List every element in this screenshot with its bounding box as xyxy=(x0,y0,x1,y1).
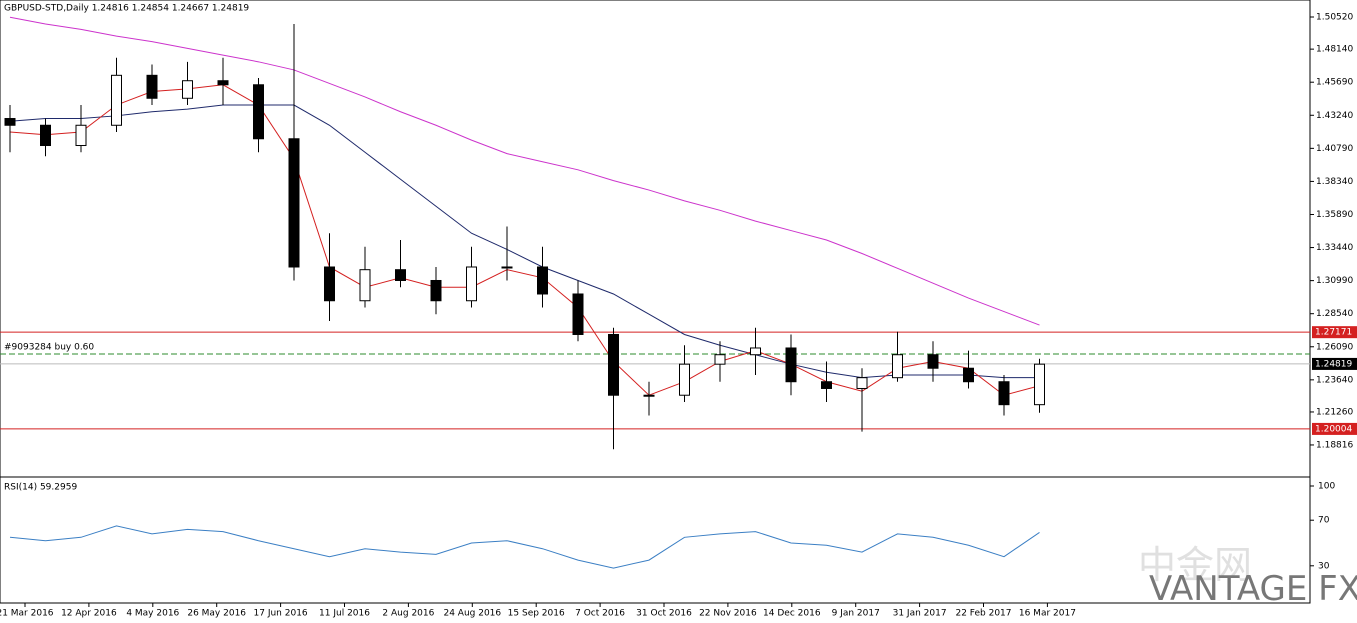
x-tick-label: 14 Dec 2016 xyxy=(763,609,821,619)
rsi-line xyxy=(9,525,1040,569)
x-tick-label: 21 Mar 2016 xyxy=(0,609,54,619)
order-label: #9093284 buy 0.60 xyxy=(4,343,94,353)
y-tick-label: 1.23640 xyxy=(1316,375,1353,385)
x-tick-label: 12 Apr 2016 xyxy=(61,609,117,619)
moving-average xyxy=(9,104,1040,379)
y-tick-label: 1.48140 xyxy=(1316,45,1353,55)
candle-body xyxy=(1034,363,1045,406)
price-tag xyxy=(1312,326,1357,339)
y-tick-label: 1.30990 xyxy=(1316,276,1353,286)
y-tick-label: 1.40790 xyxy=(1316,144,1353,154)
price-tag-label: 1.24819 xyxy=(1315,359,1352,369)
y-tick-label: 100 xyxy=(1318,482,1335,492)
y-tick-label: 30 xyxy=(1318,561,1330,571)
candle-body xyxy=(430,279,442,302)
watermark: 中金网 xyxy=(1138,543,1252,587)
candle-body xyxy=(253,84,264,140)
price-tag xyxy=(1312,357,1357,370)
candle-body xyxy=(608,333,619,396)
candle-body xyxy=(714,354,726,365)
x-tick-label: 4 May 2016 xyxy=(126,609,179,619)
candle-body xyxy=(466,266,477,302)
candle-body xyxy=(643,394,655,397)
x-tick-label: 2 Aug 2016 xyxy=(382,609,434,619)
x-tick-label: 15 Sep 2016 xyxy=(508,609,565,619)
y-tick-label: 1.50520 xyxy=(1316,13,1353,23)
x-tick-label: 17 Jun 2016 xyxy=(254,609,308,619)
candle-body xyxy=(572,293,584,335)
candle-body xyxy=(217,80,229,86)
rsi-title: RSI(14) 59.2959 xyxy=(4,483,77,493)
price-tag xyxy=(1312,422,1357,435)
x-tick-label: 9 Jan 2017 xyxy=(832,609,880,619)
x-tick-label: 31 Jan 2017 xyxy=(893,609,947,619)
candle-body xyxy=(537,266,548,295)
x-tick-label: 22 Feb 2017 xyxy=(955,609,1011,619)
price-tag-label: 1.20004 xyxy=(1315,424,1352,434)
x-tick-label: 31 Oct 2016 xyxy=(636,609,692,619)
y-tick-label: 1.18816 xyxy=(1316,440,1353,450)
candle-body xyxy=(4,118,16,126)
candle-body xyxy=(821,381,832,389)
candle-body xyxy=(111,74,122,126)
candle-body xyxy=(679,363,690,396)
candle-body xyxy=(927,354,939,369)
x-tick-label: 22 Nov 2016 xyxy=(699,609,757,619)
y-tick-label: 1.21260 xyxy=(1316,407,1353,417)
price-tag-label: 1.27171 xyxy=(1315,328,1352,338)
x-tick-label: 26 May 2016 xyxy=(187,609,246,619)
y-tick-label: 1.43240 xyxy=(1316,111,1353,121)
candle-body xyxy=(750,347,761,356)
y-tick-label: 1.38340 xyxy=(1316,177,1353,187)
candle-body xyxy=(75,124,87,147)
candle-body xyxy=(359,269,371,302)
candle-body xyxy=(288,138,300,268)
moving-average xyxy=(9,16,1040,326)
candle-body xyxy=(182,80,193,99)
moving-average xyxy=(9,84,1040,396)
y-tick-label: 1.28540 xyxy=(1316,309,1353,319)
watermark: VANTAGE FX xyxy=(1149,569,1357,609)
candle-body xyxy=(785,347,797,383)
x-tick-label: 16 Mar 2017 xyxy=(1019,609,1076,619)
candle-body xyxy=(963,367,974,383)
x-tick-label: 24 Aug 2016 xyxy=(443,609,501,619)
x-tick-label: 7 Oct 2016 xyxy=(575,609,625,619)
y-tick-label: 70 xyxy=(1318,516,1330,526)
candle-body xyxy=(892,354,903,379)
y-tick-label: 1.33440 xyxy=(1316,243,1353,253)
x-tick-label: 11 Jul 2016 xyxy=(319,609,370,619)
candle-body xyxy=(998,381,1010,406)
candle-body xyxy=(501,266,513,269)
candle-body xyxy=(40,124,51,147)
candle-body xyxy=(856,377,868,389)
candle-body xyxy=(395,269,406,281)
y-tick-label: 1.26090 xyxy=(1316,342,1353,352)
chart-title: GBPUSD-STD,Daily 1.24816 1.24854 1.24667… xyxy=(4,4,249,14)
candle-body xyxy=(324,266,335,302)
plot-frame xyxy=(0,0,1311,604)
candle-body xyxy=(146,74,158,99)
y-tick-label: 1.35890 xyxy=(1316,210,1353,220)
y-tick-label: 1.45690 xyxy=(1316,78,1353,88)
